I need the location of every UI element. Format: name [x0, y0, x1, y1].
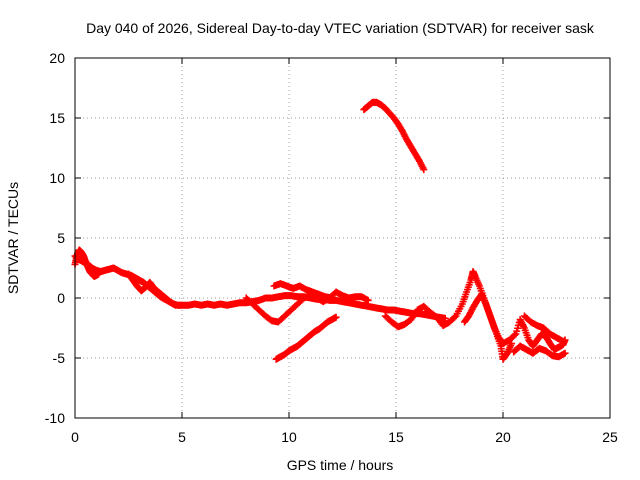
- y-tick-label: -10: [45, 410, 65, 426]
- x-tick-label: 0: [71, 429, 79, 445]
- data-point: [511, 331, 519, 339]
- data-point: [561, 349, 569, 357]
- series-arc-high: [360, 98, 428, 174]
- grid-lines: [75, 58, 610, 418]
- series-arc-upper-start: [71, 246, 103, 280]
- series-arc-mid: [242, 288, 372, 326]
- x-axis-label: GPS time / hours: [287, 457, 394, 473]
- y-tick-label: 5: [57, 230, 65, 246]
- series-arc-mid-upper: [270, 280, 336, 302]
- y-axis-label: SDTVAR / TECUs: [5, 182, 21, 294]
- data-point: [332, 313, 340, 321]
- series-arc-morning: [125, 270, 180, 309]
- data-point: [559, 337, 567, 345]
- series-arc-evening: [460, 290, 569, 354]
- y-tick-label: 20: [49, 50, 65, 66]
- y-tick-label: -5: [53, 350, 66, 366]
- data-point: [172, 301, 180, 309]
- data-point: [364, 296, 372, 304]
- data-point: [95, 270, 103, 278]
- x-tick-label: 15: [388, 429, 404, 445]
- x-tick-label: 5: [178, 429, 186, 445]
- series-arc-afternoon: [381, 268, 516, 363]
- chart-title: Day 040 of 2026, Sidereal Day-to-day VTE…: [86, 20, 595, 36]
- x-tick-label: 25: [602, 429, 618, 445]
- x-tick-label: 10: [281, 429, 297, 445]
- series-arc-rising: [272, 313, 340, 363]
- series-arc-evening-mid: [520, 312, 567, 345]
- y-tick-label: 10: [49, 170, 65, 186]
- data-point: [420, 166, 428, 174]
- y-tick-label: 15: [49, 110, 65, 126]
- series-arc-evening-low: [510, 342, 569, 361]
- data-point: [328, 294, 336, 302]
- data-point: [451, 313, 459, 321]
- y-tick-label: 0: [57, 290, 65, 306]
- x-tick-label: 20: [495, 429, 511, 445]
- axis-ticks: 0 5 10 15 20 25 -10 -5 0 5 10 15 20: [45, 50, 618, 445]
- data-series: [71, 98, 569, 363]
